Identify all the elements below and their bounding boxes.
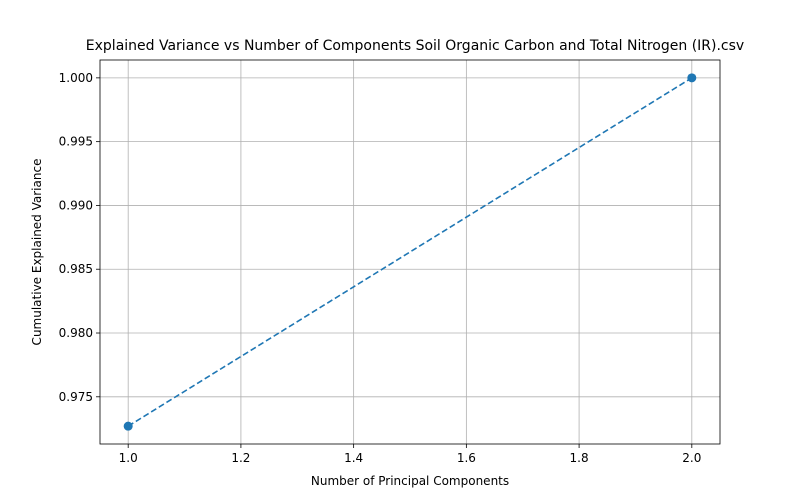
x-axis-label: Number of Principal Components <box>311 474 509 488</box>
chart-title: Explained Variance vs Number of Componen… <box>86 38 744 54</box>
series-layer <box>123 73 697 431</box>
data-point <box>123 421 133 431</box>
x-tick-label: 1.0 <box>119 451 138 465</box>
y-tick-label: 0.975 <box>59 390 93 404</box>
y-tick-label: 0.995 <box>59 135 93 149</box>
x-tick-label: 1.6 <box>457 451 476 465</box>
y-tick-label: 0.985 <box>59 262 93 276</box>
y-tick-label: 0.990 <box>59 198 93 212</box>
grid-lines <box>100 60 720 444</box>
y-tick-label: 0.980 <box>59 326 93 340</box>
x-tick-label: 1.2 <box>231 451 250 465</box>
y-tick-label: 1.000 <box>59 71 93 85</box>
data-point <box>687 73 697 83</box>
x-tick-label: 1.8 <box>570 451 589 465</box>
series-line <box>127 77 693 427</box>
x-tick-label: 1.4 <box>344 451 363 465</box>
plot-area-frame <box>99 59 721 445</box>
axis-ticks: 1.0 1.2 1.4 1.6 1.8 2.0 0.975 0.980 0.985 0.990 0.… <box>59 71 702 465</box>
x-tick-label: 2.0 <box>682 451 701 465</box>
y-axis-label: Cumulative Explained Variance <box>30 159 44 346</box>
